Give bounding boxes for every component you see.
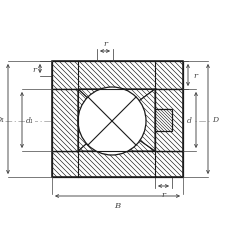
- Polygon shape: [112, 90, 154, 151]
- Polygon shape: [154, 90, 182, 151]
- Text: r: r: [103, 40, 106, 48]
- Circle shape: [78, 88, 145, 155]
- Text: B: B: [114, 201, 120, 209]
- Polygon shape: [78, 90, 154, 151]
- Text: d₁: d₁: [26, 117, 34, 124]
- Text: r: r: [32, 65, 36, 73]
- Text: r: r: [192, 72, 196, 80]
- Polygon shape: [52, 151, 182, 177]
- Polygon shape: [78, 90, 112, 151]
- Polygon shape: [52, 90, 78, 151]
- Text: d: d: [186, 117, 191, 124]
- Polygon shape: [154, 109, 171, 131]
- Polygon shape: [78, 121, 154, 151]
- Text: D: D: [211, 115, 217, 123]
- Text: D₁: D₁: [0, 115, 4, 123]
- Polygon shape: [78, 90, 154, 121]
- Text: r: r: [161, 190, 165, 198]
- Polygon shape: [52, 62, 182, 90]
